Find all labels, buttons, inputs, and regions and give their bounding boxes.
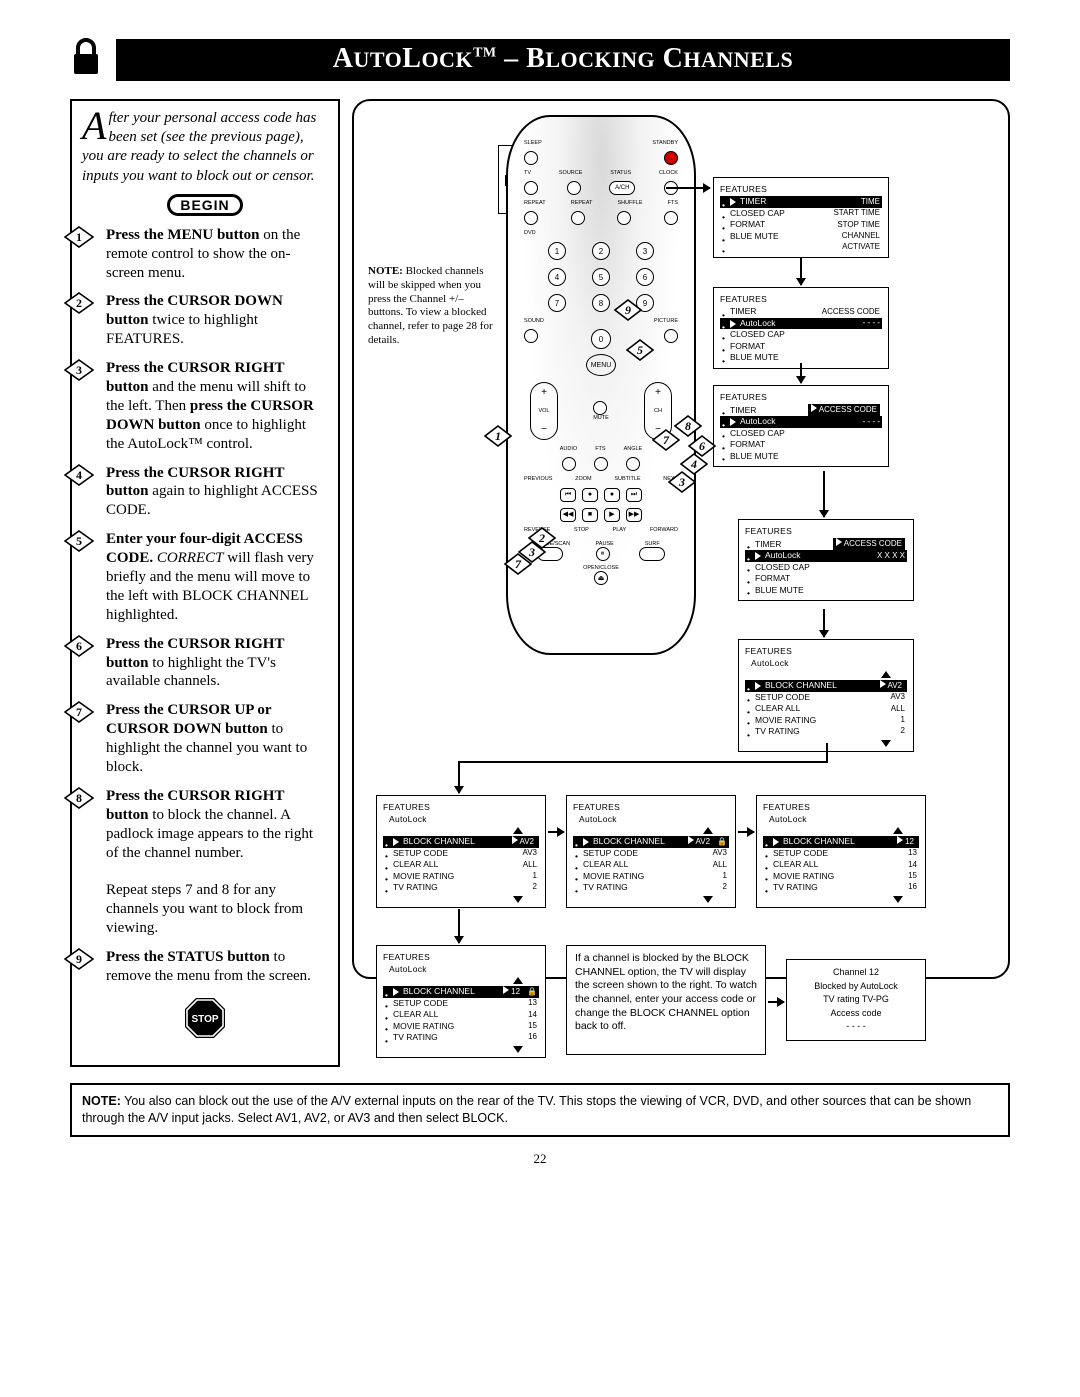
svg-text:6: 6 <box>699 439 705 453</box>
svg-text:2: 2 <box>76 296 82 310</box>
svg-text:5: 5 <box>637 343 643 357</box>
arrow <box>458 761 460 793</box>
osd-block-3: FEATURESAutoLock BLOCK CHANNEL 12 SETUP … <box>756 795 926 908</box>
blocked-info: If a channel is blocked by the BLOCK CHA… <box>566 945 766 1055</box>
callout-2b: 2 <box>528 527 556 549</box>
arrow <box>826 743 828 761</box>
svg-text:9: 9 <box>625 303 631 317</box>
callout-1: 1 <box>484 425 512 447</box>
svg-text:9: 9 <box>76 952 82 966</box>
svg-text:8: 8 <box>76 791 82 805</box>
mute-button[interactable] <box>593 401 607 415</box>
step-1: 1Press the MENU button on the remote con… <box>82 226 328 283</box>
stop-badge: STOP <box>82 996 328 1045</box>
arrow <box>823 471 825 517</box>
num-8[interactable]: 8 <box>592 294 610 312</box>
callout-7b: 7 <box>652 429 680 451</box>
osd-autolock: FEATURESAutoLock BLOCK CHANNEL AV2 SETUP… <box>738 639 914 752</box>
footer-note: NOTE: You also can block out the use of … <box>70 1083 1010 1137</box>
svg-text:5: 5 <box>76 534 82 548</box>
num-2[interactable]: 2 <box>592 242 610 260</box>
osd-features-1: FEATURES TIMERTIME CLOSED CAPSTART TIME … <box>713 177 889 258</box>
osd-block-1: FEATURESAutoLock BLOCK CHANNEL AV2 SETUP… <box>376 795 546 908</box>
osd-features-2: FEATURES TIMERACCESS CODE AutoLock- - - … <box>713 287 889 369</box>
svg-text:1: 1 <box>495 429 501 443</box>
num-5[interactable]: 5 <box>592 268 610 286</box>
num-4[interactable]: 4 <box>548 268 566 286</box>
step-6: 6Press the CURSOR RIGHT button to highli… <box>82 635 328 692</box>
page-number: 22 <box>70 1151 1010 1167</box>
numpad: 123456789 <box>524 242 678 312</box>
osd-block-2: FEATURESAutoLock BLOCK CHANNEL AV2 SETUP… <box>566 795 736 908</box>
svg-text:3: 3 <box>76 363 82 377</box>
padlock-icon <box>70 38 102 81</box>
callout-5: 5 <box>626 339 654 361</box>
menu-button[interactable]: MENU <box>586 354 616 376</box>
svg-text:6: 6 <box>76 639 82 653</box>
blocked-screen: Channel 12Blocked by AutoLockTV rating T… <box>786 959 926 1041</box>
note-blocked: NOTE: Blocked channels will be skipped w… <box>368 265 496 348</box>
num-6[interactable]: 6 <box>636 268 654 286</box>
osd-block-4: FEATURESAutoLock BLOCK CHANNEL 12 SETUP … <box>376 945 546 1058</box>
instructions-panel: After your personal access code has been… <box>70 99 340 1067</box>
arrow <box>548 831 564 833</box>
svg-text:4: 4 <box>76 468 82 482</box>
begin-badge: BEGIN <box>82 194 328 216</box>
step-8: 8Press the CURSOR RIGHT button to block … <box>82 787 328 938</box>
osd-features-3: FEATURES TIMER ACCESS CODE AutoLock- - -… <box>713 385 889 467</box>
remote-control: SLEEPSTANDBY TVSOURCESTATUSCLOCK A/CH RE… <box>506 115 696 655</box>
callout-3: 3 <box>668 471 696 493</box>
step-9: 9Press the STATUS button to remove the m… <box>82 948 328 986</box>
svg-text:8: 8 <box>685 419 691 433</box>
diagram-panel: PICTURETIMER SOUNDAutoLock FEATURESCLOSE… <box>352 99 1010 979</box>
intro-text: After your personal access code has been… <box>82 109 328 186</box>
arrow <box>666 187 710 189</box>
num-3[interactable]: 3 <box>636 242 654 260</box>
step-5: 5Enter your four-digit ACCESS CODE. CORR… <box>82 530 328 624</box>
svg-text:7: 7 <box>663 433 670 447</box>
page-header: AUTOLOCKTM – BLOCKING CHANNELS <box>70 38 1010 81</box>
arrow <box>738 831 754 833</box>
svg-text:1: 1 <box>76 230 82 244</box>
arrow <box>458 909 460 943</box>
svg-text:STOP: STOP <box>191 1014 218 1025</box>
arrow <box>458 761 828 763</box>
vol-rocker[interactable]: +VOL− <box>530 382 558 440</box>
arrow <box>800 257 802 285</box>
step-2: 2Press the CURSOR DOWN button twice to h… <box>82 292 328 349</box>
osd-features-4: FEATURES TIMER ACCESS CODE AutoLockX X X… <box>738 519 914 601</box>
num-7[interactable]: 7 <box>548 294 566 312</box>
svg-text:3: 3 <box>678 475 685 489</box>
page-title: AUTOLOCKTM – BLOCKING CHANNELS <box>116 39 1010 81</box>
svg-text:4: 4 <box>690 457 697 471</box>
step-3: 3Press the CURSOR RIGHT button and the m… <box>82 359 328 453</box>
arrow <box>800 363 802 383</box>
arrow <box>823 609 825 637</box>
callout-9: 9 <box>614 299 642 321</box>
svg-text:2: 2 <box>538 531 545 545</box>
svg-text:7: 7 <box>76 705 82 719</box>
step-4: 4Press the CURSOR RIGHT button again to … <box>82 464 328 521</box>
num-1[interactable]: 1 <box>548 242 566 260</box>
arrow <box>768 1001 784 1003</box>
steps-list: 1Press the MENU button on the remote con… <box>82 226 328 986</box>
step-7: 7Press the CURSOR UP or CURSOR DOWN butt… <box>82 701 328 777</box>
